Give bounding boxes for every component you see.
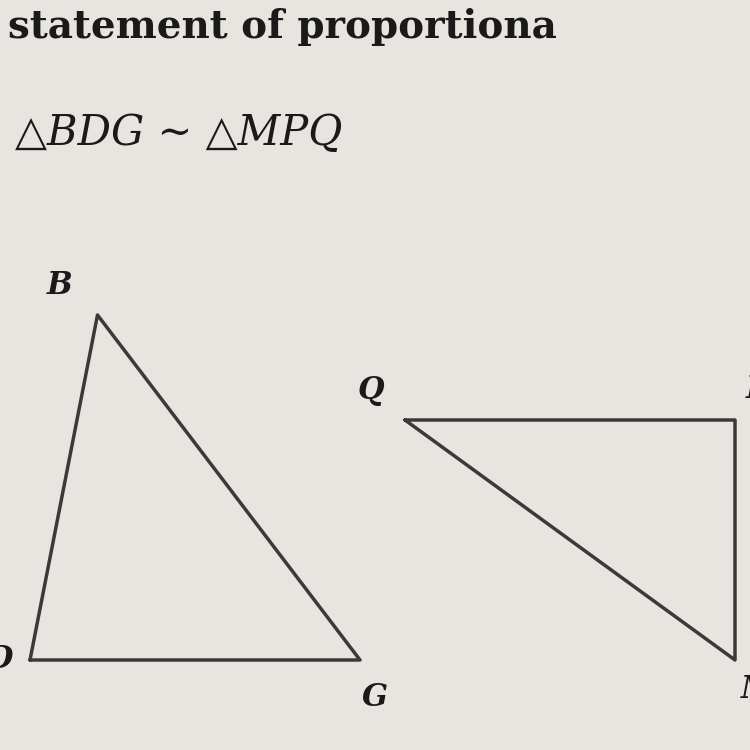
- Text: B: B: [47, 269, 73, 301]
- Text: M: M: [740, 674, 750, 706]
- Text: △BDG ∼ △MPQ: △BDG ∼ △MPQ: [15, 112, 342, 154]
- Text: Q: Q: [358, 374, 385, 406]
- Text: D: D: [0, 644, 13, 676]
- Text: statement of proportiona: statement of proportiona: [8, 8, 556, 46]
- Text: G: G: [362, 682, 388, 713]
- Text: P: P: [746, 374, 750, 406]
